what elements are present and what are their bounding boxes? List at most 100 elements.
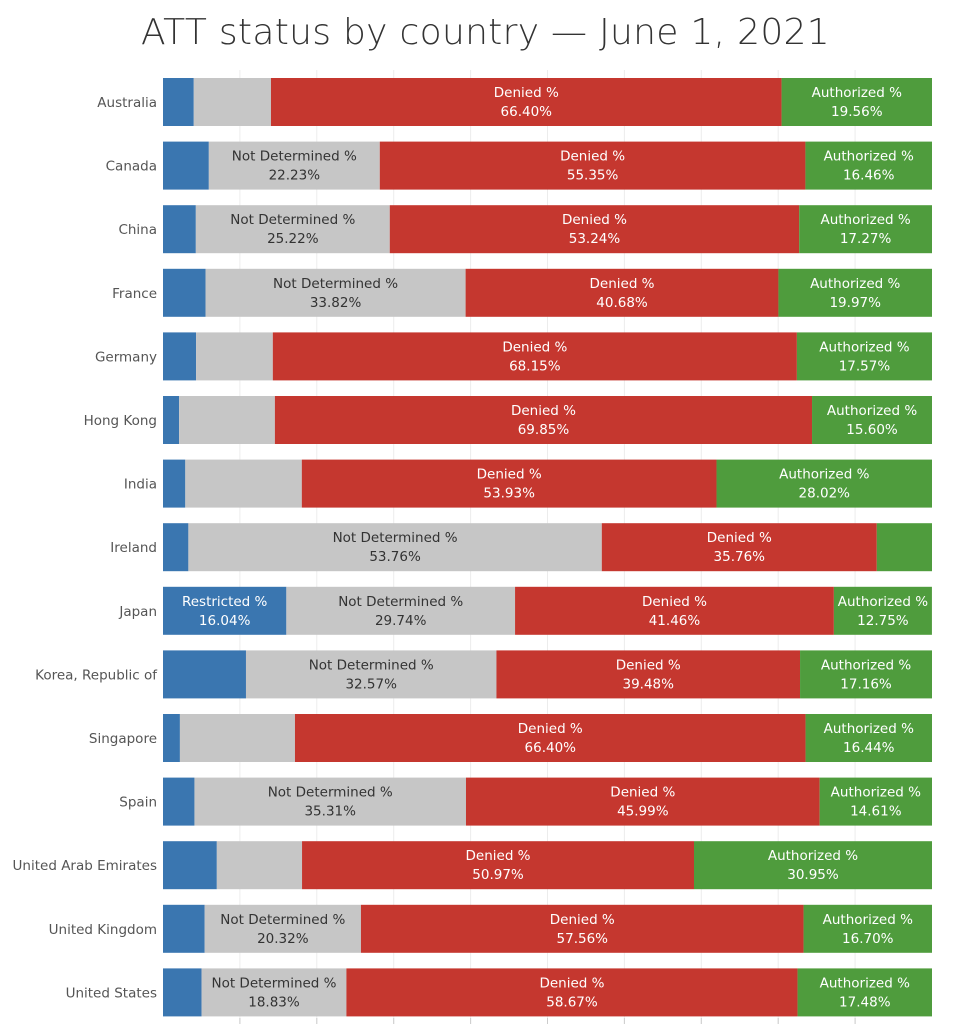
bar-segment [179,714,295,762]
bar-segment [163,841,217,890]
category-label: India [124,477,157,493]
data-label-value: 68.15% [509,358,561,374]
data-label-value: 19.97% [829,295,881,311]
category-label: United Arab Emirates [13,858,157,874]
data-label-value: 16.04% [199,613,251,629]
data-label-value: 35.76% [714,549,766,565]
data-label-value: 66.40% [501,104,553,120]
bar-segment [294,714,806,762]
data-label-name: Restricted % [182,594,268,610]
bar-segment [274,396,813,444]
data-label-name: Authorized % [823,912,913,928]
data-label-name: Authorized % [810,276,900,292]
data-label-value: 16.44% [843,740,895,756]
bar-segment [193,78,271,126]
data-label-value: 12.75% [857,613,909,629]
bar-segment [819,777,932,826]
bar-segment [800,650,932,699]
data-label-name: Not Determined % [232,149,357,165]
bar-segment [693,841,932,890]
data-label-name: Denied % [642,594,707,610]
data-label-name: Authorized % [768,848,858,864]
data-label-name: Authorized % [824,721,914,737]
category-label: United Kingdom [49,922,157,938]
data-label-value: 28.02% [799,486,851,502]
data-label-name: Denied % [466,848,531,864]
data-label-name: Not Determined % [230,212,355,228]
data-label-name: Denied % [707,530,772,546]
data-label-value: 19.56% [831,104,883,120]
bar-segment [797,968,932,1017]
data-label-value: 17.16% [840,676,892,692]
data-label-name: Not Determined % [338,594,463,610]
data-label-name: Denied % [539,975,604,991]
bar-segment [163,650,246,699]
bar-segment [163,459,186,508]
category-label: Spain [119,795,157,811]
bar-segment [778,268,932,317]
data-label-value: 66.40% [525,740,577,756]
data-label-value: 35.31% [304,804,356,820]
data-label-value: 55.35% [567,168,619,184]
bar-segment [163,332,197,381]
data-label-name: Authorized % [831,785,921,801]
bar-segment [163,205,196,254]
data-label-name: Denied % [518,721,583,737]
bar-segment [302,841,694,890]
data-label-value: 53.24% [569,231,621,247]
data-label-value: 17.48% [839,994,891,1010]
bar-segment [201,968,347,1017]
data-label-name: Not Determined % [220,912,345,928]
category-label: France [112,286,157,302]
data-label-name: Denied % [562,212,627,228]
bar-segment [360,904,804,953]
bar-segment [194,777,466,826]
data-label-name: Authorized % [824,149,914,165]
data-label-name: Authorized % [821,657,911,673]
data-label-name: Not Determined % [273,276,398,292]
data-label-name: Not Determined % [211,975,336,991]
bar-segment [805,714,932,762]
category-label: Japan [118,604,157,620]
data-label-value: 15.60% [846,422,898,438]
data-label-value: 39.48% [622,676,674,692]
data-label-name: Authorized % [779,467,869,483]
bar-segment [876,523,932,572]
category-label: Korea, Republic of [35,667,158,683]
bar-segment [163,78,194,126]
data-label-value: 50.97% [472,867,524,883]
data-label-value: 53.76% [369,549,421,565]
bar-segment [833,586,932,635]
bar-segment [245,650,497,699]
data-label-name: Not Determined % [309,657,434,673]
data-label-name: Authorized % [820,975,910,991]
category-label: Australia [97,95,157,111]
bar-segment [272,332,797,381]
data-label-name: Denied % [616,657,681,673]
bar-segment [163,968,202,1017]
data-label-value: 16.70% [842,931,894,947]
bar-segment [163,268,206,317]
data-label-value: 17.27% [840,231,892,247]
data-label-name: Denied % [590,276,655,292]
bar-segment [286,586,516,635]
bar-segment [805,141,932,190]
category-label: Germany [95,349,157,365]
bar-segment [812,396,932,444]
bar-segment [204,904,361,953]
bar-segment [216,841,303,890]
data-label-name: Authorized % [820,212,910,228]
bar-segment [301,459,717,508]
bar-segment [515,586,834,635]
data-label-value: 29.74% [375,613,427,629]
data-label-value: 45.99% [617,804,669,820]
data-label-value: 25.22% [267,231,319,247]
bar-segment [195,205,390,254]
data-label-value: 40.68% [596,295,648,311]
bar-segment [716,459,932,508]
bar-segment [208,141,380,190]
data-label-name: Authorized % [819,339,909,355]
bar-segment [163,586,287,635]
bar-segment [163,777,195,826]
